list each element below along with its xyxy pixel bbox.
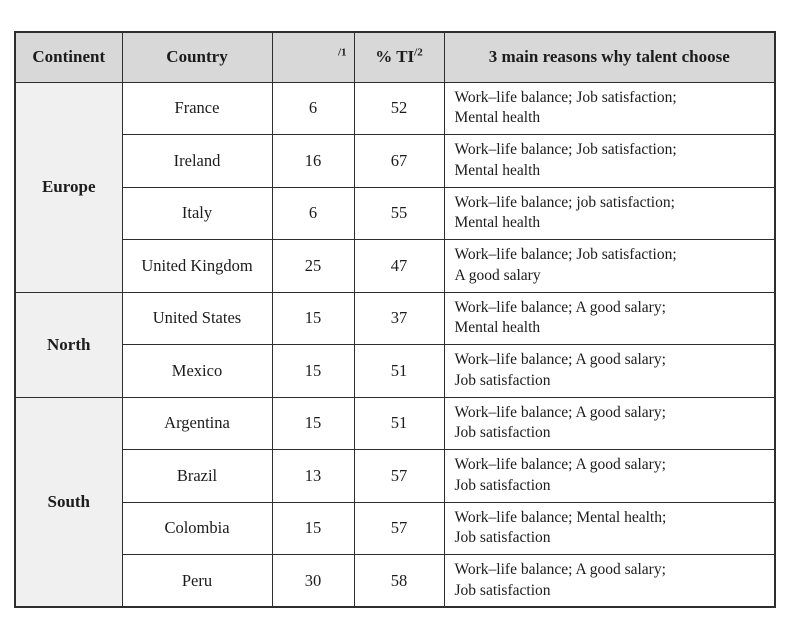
value1-cell: 25 <box>271 239 355 293</box>
reasons-line: Work–life balance; A good salary; <box>454 351 666 369</box>
reasons-line: Job satisfaction <box>454 581 551 599</box>
reasons-line: Work–life balance; Mental health; <box>454 508 667 526</box>
reasons-line: Work–life balance; Job satisfaction; <box>454 88 677 106</box>
header-reasons: 3 main reasons why talent choose <box>443 31 776 83</box>
ti-cell: 52 <box>353 81 445 135</box>
table-row: Europe France 6 52 Work–life balance; Job sa… <box>14 81 776 293</box>
reasons-line: Job satisfaction <box>454 371 551 389</box>
ti-cell: 51 <box>353 396 445 450</box>
table-row: Ireland 16 67 Work–life balance; Job satisf… <box>15 134 776 188</box>
reasons-line: Mental health <box>454 161 541 179</box>
header-percent-ti: % TI/2 <box>353 31 445 83</box>
country-cell: Mexico <box>121 344 273 398</box>
country-cell: Ireland <box>121 134 273 188</box>
reasons-line: Mental health <box>454 319 541 337</box>
value1-cell: 15 <box>271 291 355 345</box>
table-body: Europe France 6 52 Work–life balance; Job sa… <box>14 81 776 608</box>
ti-cell: 47 <box>353 239 445 293</box>
reasons-cell: Work–life balance; Job satisfaction; Ment… <box>443 81 776 135</box>
country-cell: United States <box>121 291 273 345</box>
value1-cell: 6 <box>271 186 355 240</box>
country-cell: Peru <box>121 554 273 608</box>
talent-table: Continent Country /1 % TI/2 3 main reaso… <box>14 31 776 608</box>
reasons-cell: Work–life balance; Mental health; Job sat… <box>443 501 776 555</box>
reasons-line: Mental health <box>454 109 541 127</box>
country-cell: Argentina <box>121 396 273 450</box>
reasons-line: Job satisfaction <box>454 529 551 547</box>
header-continent: Continent <box>14 31 123 83</box>
reasons-line: Work–life balance; Job satisfaction; <box>454 141 677 159</box>
table-row: Italy 6 55 Work–life balance; job satisfact… <box>15 186 776 240</box>
country-cell: United Kingdom <box>121 239 273 293</box>
reasons-cell: Work–life balance; Job satisfaction; Ment… <box>443 134 776 188</box>
table-row: South Argentina 15 51 Work–life balance; A g… <box>14 396 776 608</box>
header-country: Country <box>121 31 273 83</box>
country-cell: Colombia <box>121 501 273 555</box>
reasons-line: Work–life balance; A good salary; <box>454 298 666 316</box>
value1-cell: 6 <box>271 81 355 135</box>
reasons-line: Work–life balance; A good salary; <box>454 456 666 474</box>
reasons-line: Work–life balance; job satisfaction; <box>454 193 675 211</box>
continent-cell: Europe <box>14 81 123 293</box>
value1-cell: 30 <box>271 554 355 608</box>
reasons-cell: Work–life balance; A good salary; Mental … <box>443 291 776 345</box>
reasons-cell: Work–life balance; job satisfaction; Ment… <box>443 186 776 240</box>
ti-cell: 57 <box>353 449 445 503</box>
percent-ti-label: % TI <box>375 47 415 67</box>
ti-cell: 55 <box>353 186 445 240</box>
ti-cell: 67 <box>353 134 445 188</box>
reasons-line: Work–life balance; A good salary; <box>454 561 666 579</box>
continent-cell: North <box>14 291 123 398</box>
header-row: Continent Country /1 % TI/2 3 main reaso… <box>14 31 776 83</box>
table-row: United Kingdom 25 47 Work–life balance; Job… <box>15 239 776 293</box>
reasons-line: A good salary <box>454 266 541 284</box>
reasons-cell: Work–life balance; A good salary; Job sat… <box>443 396 776 450</box>
value1-cell: 16 <box>271 134 355 188</box>
value1-cell: 15 <box>271 396 355 450</box>
continent-cell: South <box>14 396 123 608</box>
header-footnote-1: /1 <box>271 31 355 83</box>
country-cell: France <box>121 81 273 135</box>
reasons-cell: Work–life balance; A good salary; Job sat… <box>443 344 776 398</box>
reasons-cell: Work–life balance; A good salary; Job sat… <box>443 554 776 608</box>
table-row: Peru 30 58 Work–life balance; A good salary… <box>15 554 776 608</box>
reasons-line: Work–life balance; Job satisfaction; <box>454 246 677 264</box>
value1-cell: 15 <box>271 344 355 398</box>
ti-cell: 58 <box>353 554 445 608</box>
table-row: Colombia 15 57 Work–life balance; Mental he… <box>15 501 776 555</box>
reasons-cell: Work–life balance; A good salary; Job sat… <box>443 449 776 503</box>
reasons-line: Mental health <box>454 214 541 232</box>
value1-cell: 15 <box>271 501 355 555</box>
reasons-line: Work–life balance; A good salary; <box>454 403 666 421</box>
reasons-cell: Work–life balance; Job satisfaction; A go… <box>443 239 776 293</box>
table-row: North United States 15 37 Work–life balance;… <box>14 291 776 398</box>
country-cell: Brazil <box>121 449 273 503</box>
reasons-line: Job satisfaction <box>454 424 551 442</box>
country-cell: Italy <box>121 186 273 240</box>
value1-cell: 13 <box>271 449 355 503</box>
ti-cell: 37 <box>353 291 445 345</box>
ti-cell: 57 <box>353 501 445 555</box>
footnote-2-marker: /2 <box>414 46 423 59</box>
footnote-1-marker: /1 <box>337 46 347 59</box>
ti-cell: 51 <box>353 344 445 398</box>
table-row: Brazil 13 57 Work–life balance; A good sala… <box>15 449 776 503</box>
table-row: Mexico 15 51 Work–life balance; A good sala… <box>15 344 776 398</box>
reasons-line: Job satisfaction <box>454 476 551 494</box>
